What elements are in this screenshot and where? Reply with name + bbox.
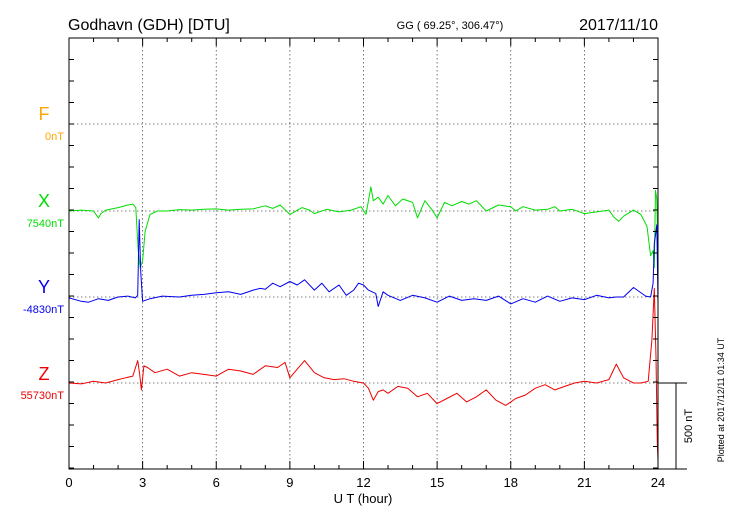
series-labels: F 0nT X 7540nT Y -4830nT Z 55730nT: [21, 104, 65, 402]
x-tick-labels: 0 3 6 9 12 15 18 21 24: [65, 475, 665, 490]
x-tick-label: 12: [356, 475, 370, 490]
series-trace-x: [68, 186, 659, 269]
series-baseline-x: 7540nT: [27, 218, 65, 230]
station-title: Godhavn (GDH) [DTU]: [68, 17, 230, 34]
x-tick-label: 9: [286, 475, 293, 490]
x-tick-label: 3: [139, 475, 146, 490]
grid-lines: [69, 38, 658, 469]
data-traces: [68, 186, 659, 461]
scale-bar: 500 nT: [658, 382, 695, 470]
axis-ticks: [68, 38, 659, 469]
x-tick-label: 24: [651, 475, 665, 490]
x-axis-label: U T (hour): [334, 491, 393, 506]
series-name-y: Y: [38, 277, 50, 297]
series-baseline-f: 0nT: [45, 131, 64, 143]
x-tick-label: 15: [430, 475, 444, 490]
x-tick-label: 6: [213, 475, 220, 490]
series-baseline-z: 55730nT: [21, 390, 65, 402]
x-tick-label: 0: [65, 475, 72, 490]
plotted-timestamp: Plotted at 2017/12/11 01:34 UT: [716, 337, 726, 462]
x-tick-label: 21: [577, 475, 591, 490]
scale-bar-label: 500 nT: [683, 409, 695, 444]
series-name-x: X: [38, 191, 50, 211]
chart-date: 2017/11/10: [579, 17, 658, 34]
series-name-f: F: [39, 104, 50, 124]
x-tick-label: 18: [504, 475, 518, 490]
series-trace-z: [68, 287, 659, 461]
station-coords: GG ( 69.25°, 306.47°): [397, 20, 504, 32]
series-name-z: Z: [39, 364, 50, 384]
series-trace-y: [68, 219, 659, 307]
series-baseline-y: -4830nT: [23, 304, 64, 316]
